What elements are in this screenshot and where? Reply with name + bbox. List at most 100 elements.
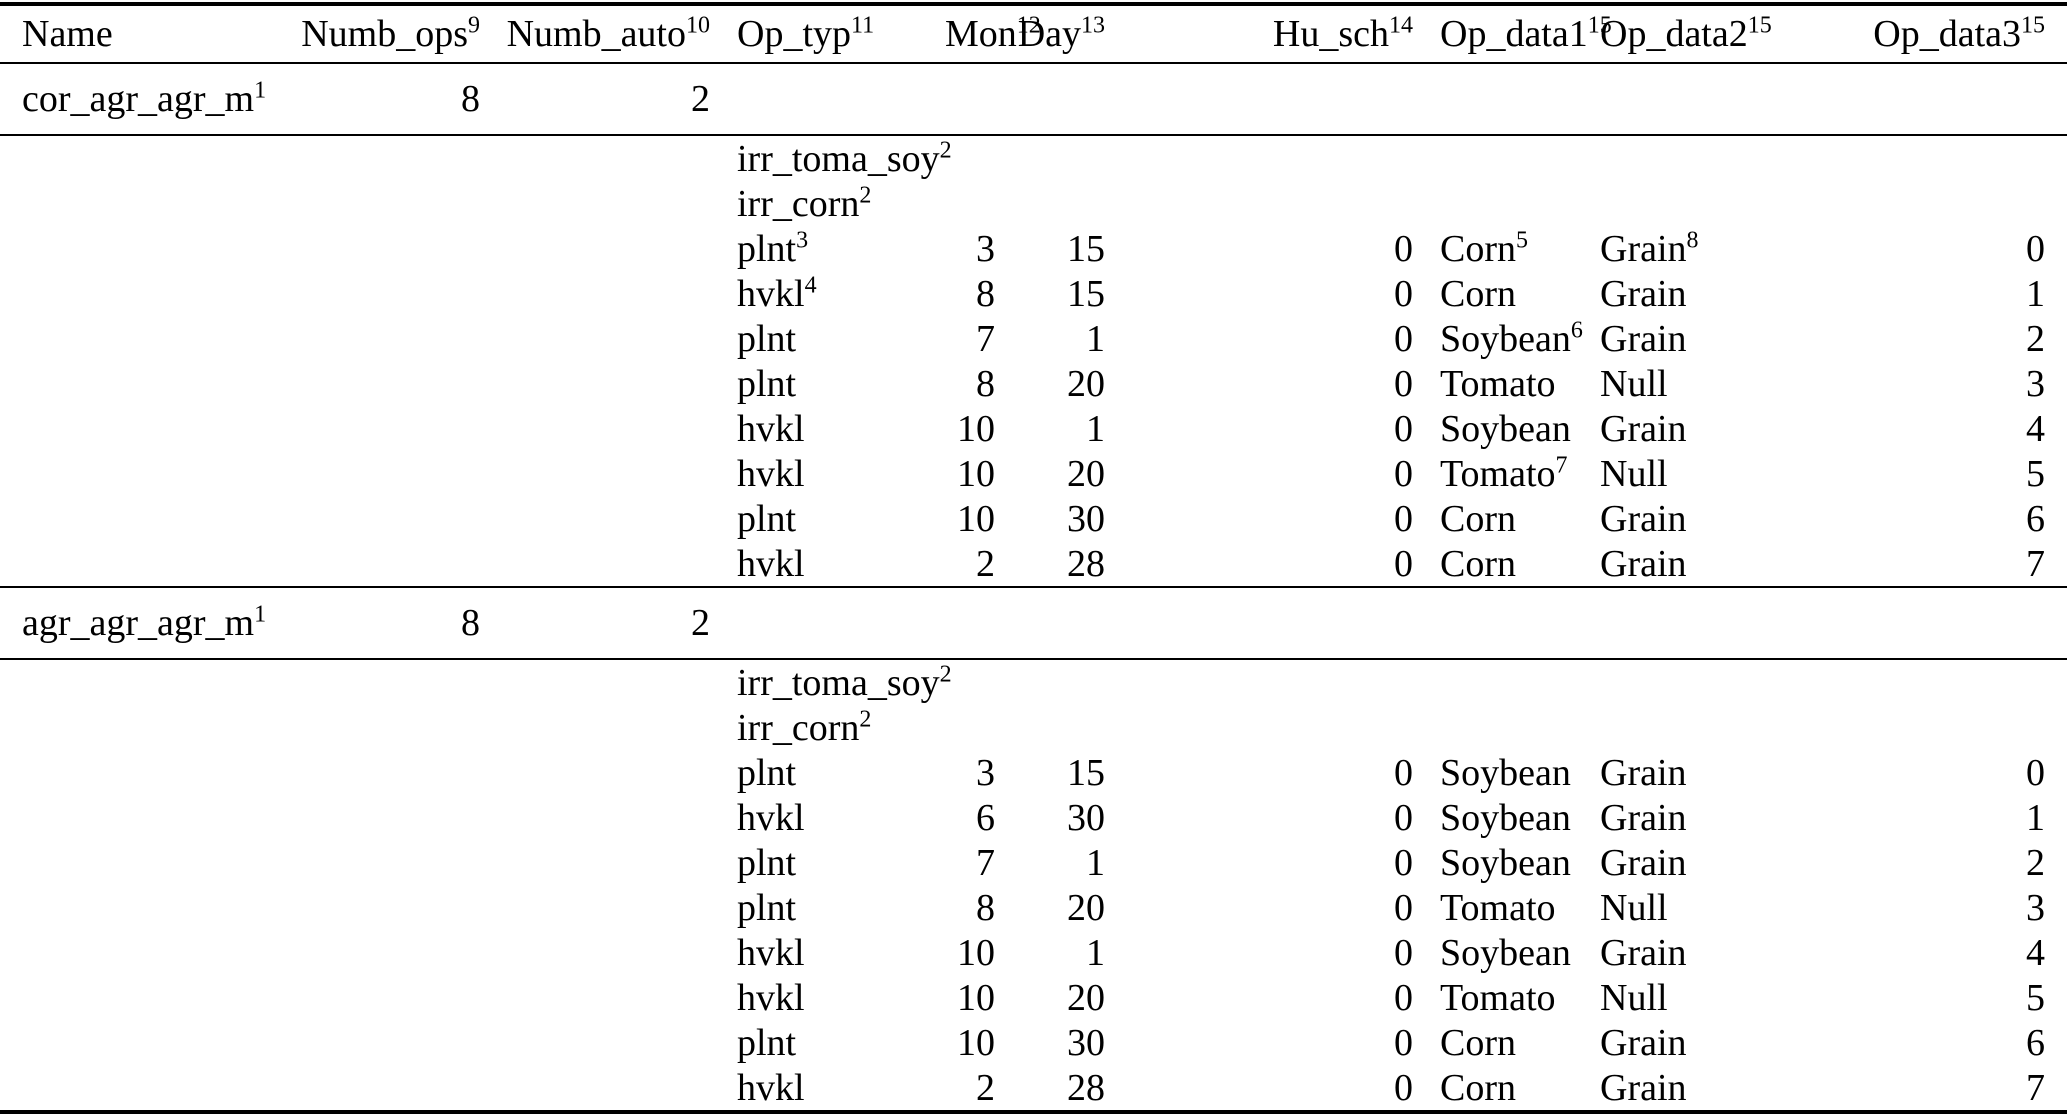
footnote-marker: 8 — [1686, 226, 1699, 253]
cell-op_data2 — [1573, 705, 1823, 750]
cell-numb_auto — [480, 271, 710, 316]
cell-mon — [945, 62, 995, 136]
footnote-marker: 15 — [1747, 12, 1772, 39]
cell-numb_ops — [300, 795, 480, 840]
cell-day — [995, 659, 1105, 705]
cell-text: 0 — [1394, 317, 1413, 360]
cell-op_data3 — [1823, 62, 2067, 136]
cell-op_data1: Corn — [1413, 1020, 1573, 1065]
cell-text: plnt — [737, 1021, 797, 1064]
cell-hu_sch — [1105, 659, 1413, 705]
cell-text: Grain — [1600, 317, 1687, 360]
operation-row: hvkl 10 1 0 Soybean Grain 4 — [0, 930, 2067, 975]
cell-numb_auto — [480, 316, 710, 361]
cell-text: irr_corn — [737, 182, 860, 225]
operation-row: irr_corn2 — [0, 705, 2067, 750]
column-header-numb_ops: Numb_ops9 — [300, 4, 480, 64]
cell-text: 15 — [1067, 272, 1105, 315]
cell-text: 10 — [957, 452, 995, 495]
cell-text: Grain — [1600, 841, 1687, 884]
cell-numb_ops — [300, 885, 480, 930]
cell-op_data3 — [1823, 181, 2067, 226]
cell-numb_ops — [300, 750, 480, 795]
cell-text: Corn — [1440, 227, 1516, 270]
cell-numb_ops — [300, 271, 480, 316]
cell-op_typ: plnt — [710, 885, 945, 930]
cell-hu_sch: 0 — [1105, 1020, 1413, 1065]
cell-hu_sch: 0 — [1105, 406, 1413, 451]
cell-day: 15 — [995, 271, 1105, 316]
footnote-marker: 2 — [859, 705, 872, 732]
cell-op_data2 — [1573, 181, 1823, 226]
cell-op_typ: plnt — [710, 496, 945, 541]
cell-numb_auto — [480, 451, 710, 496]
cell-text: agr_agr_agr_m — [22, 602, 255, 644]
cell-name — [0, 1065, 300, 1112]
cell-text: Op_typ — [737, 13, 851, 55]
cell-numb_auto — [480, 750, 710, 795]
cell-text: hvkl — [737, 796, 805, 839]
cell-text: Grain — [1600, 931, 1687, 974]
cell-op_data1: Tomato — [1413, 885, 1573, 930]
cell-op_data2: Null — [1573, 361, 1823, 406]
cell-text: Null — [1600, 886, 1668, 929]
cell-numb_ops: 8 — [300, 62, 480, 136]
cell-numb_auto — [480, 1065, 710, 1112]
cell-hu_sch: 0 — [1105, 316, 1413, 361]
cell-op_data1: Soybean6 — [1413, 316, 1583, 361]
cell-hu_sch: 0 — [1105, 840, 1413, 885]
cell-op_data3: 3 — [1823, 361, 2067, 406]
cell-op_data1: Soybean — [1413, 750, 1573, 795]
cell-text: 0 — [1394, 227, 1413, 270]
cell-op_data1: Soybean — [1413, 840, 1573, 885]
group-summary-row: agr_agr_agr_m1 8 2 — [0, 586, 2067, 660]
cell-text: Null — [1600, 362, 1668, 405]
cell-numb_ops — [300, 1020, 480, 1065]
cell-op_data3 — [1823, 659, 2067, 705]
cell-hu_sch: 0 — [1105, 226, 1413, 271]
cell-text: Grain — [1600, 1066, 1687, 1109]
cell-text: 20 — [1067, 452, 1105, 495]
cell-text: 2 — [976, 542, 995, 585]
cell-text: 0 — [1394, 796, 1413, 839]
footnote-marker: 14 — [1389, 12, 1413, 39]
cell-text: 10 — [957, 407, 995, 450]
cell-numb_auto — [480, 930, 710, 975]
cell-text: 1 — [2026, 272, 2045, 315]
cell-op_data1: Corn — [1413, 271, 1573, 316]
cell-numb_auto — [480, 659, 710, 705]
cell-text: Op_data3 — [1873, 13, 2021, 55]
cell-op_data1: Tomato7 — [1413, 451, 1573, 496]
cell-text: 4 — [2026, 407, 2045, 450]
cell-text: 30 — [1067, 1021, 1105, 1064]
cell-op_data2 — [1573, 135, 1823, 181]
cell-text: Grain — [1600, 1021, 1687, 1064]
cell-numb_auto — [480, 705, 710, 750]
cell-text: Corn — [1440, 497, 1516, 540]
cell-text: Tomato — [1440, 976, 1556, 1019]
cell-numb_auto — [480, 795, 710, 840]
cell-mon: 7 — [945, 316, 995, 361]
cell-text: 3 — [976, 227, 995, 270]
operation-row: plnt 7 1 0 Soybean6 Grain 2 — [0, 316, 2067, 361]
cell-text: hvkl — [737, 272, 805, 315]
cell-mon: 8 — [945, 271, 995, 316]
cell-text: Grain — [1600, 497, 1687, 540]
cell-text: Grain — [1600, 751, 1687, 794]
cell-hu_sch — [1105, 135, 1413, 181]
cell-name — [0, 271, 300, 316]
cell-numb_ops — [300, 975, 480, 1020]
cell-text: 8 — [461, 602, 480, 644]
cell-text: Soybean — [1440, 751, 1571, 794]
column-header-name: Name — [0, 4, 300, 64]
column-header-mon: Mon12 — [945, 4, 1041, 64]
cell-op_data2: Grain — [1573, 496, 1823, 541]
cell-text: Op_data1 — [1440, 13, 1588, 55]
cell-op_typ: plnt — [710, 316, 945, 361]
cell-op_typ: hvkl — [710, 795, 945, 840]
cell-numb_ops — [300, 1065, 480, 1112]
cell-text: 10 — [957, 1021, 995, 1064]
operation-row: plnt 7 1 0 Soybean Grain 2 — [0, 840, 2067, 885]
cell-text: Hu_sch — [1272, 13, 1389, 55]
